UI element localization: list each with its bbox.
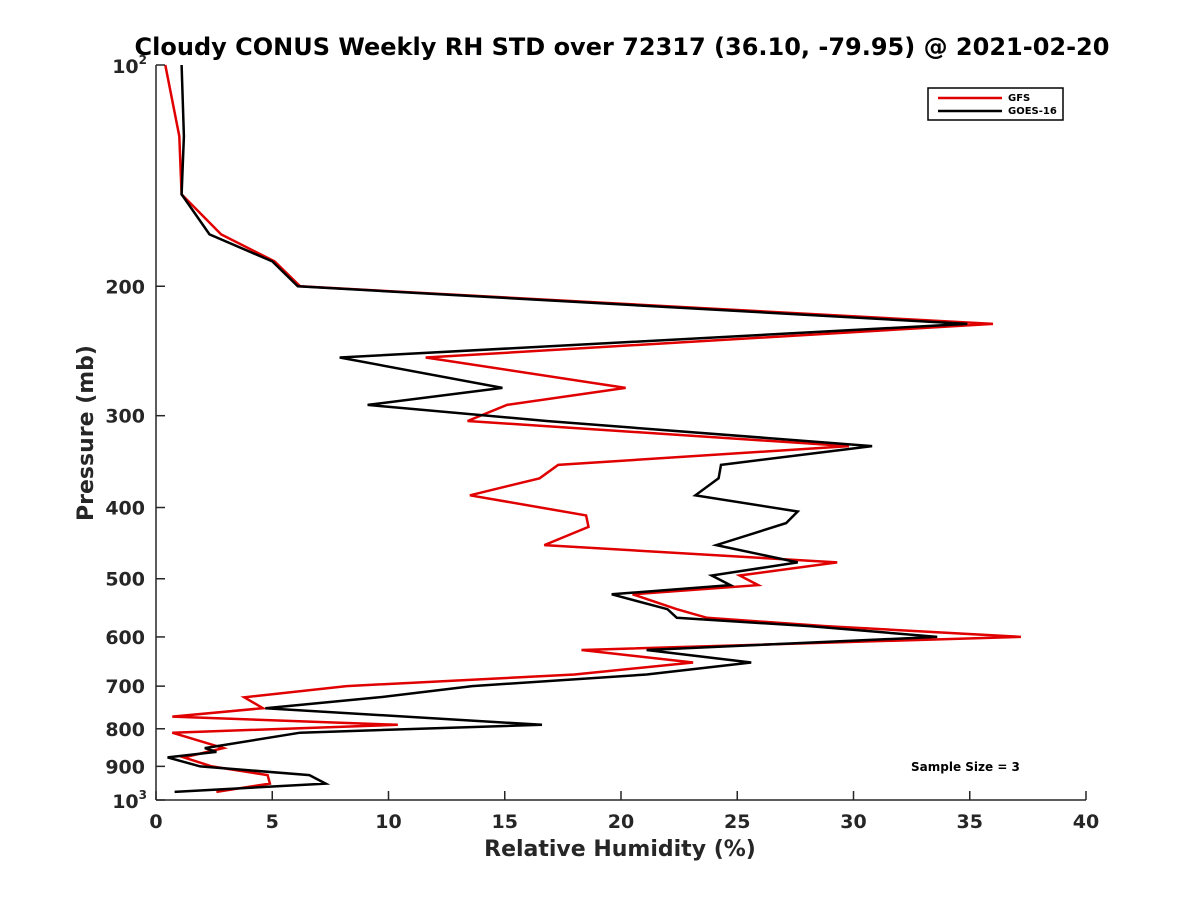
x-tick-label: 40 <box>1073 811 1099 833</box>
y-tick-label: 200 <box>105 276 145 298</box>
x-tick-label: 35 <box>957 811 983 833</box>
x-tick-label: 5 <box>266 811 279 833</box>
y-tick-label: 103 <box>112 788 147 813</box>
plot-area: 0 5 10 15 20 25 30 35 40 102 200 300 400 500 600 700 800… <box>105 53 1099 833</box>
y-tick-label: 102 <box>112 53 147 78</box>
x-tick-label: 10 <box>375 811 401 833</box>
y-tick-label: 500 <box>105 569 145 591</box>
y-axis-label: Pressure (mb) <box>74 345 99 521</box>
legend-box <box>927 87 1064 121</box>
x-axis-label: Relative Humidity (%) <box>484 837 756 862</box>
y-tick-label: 600 <box>105 627 145 649</box>
x-tick-label: 25 <box>724 811 750 833</box>
x-tick-label: 20 <box>608 811 634 833</box>
x-tick-label: 15 <box>492 811 518 833</box>
y-tick-label: 300 <box>105 406 145 428</box>
y-tick-label: 800 <box>105 719 145 741</box>
y-tick-label: 400 <box>105 498 145 520</box>
sample-size-annotation: Sample Size = 3 <box>911 760 1020 774</box>
chart-title: Cloudy CONUS Weekly RH STD over 72317 (3… <box>135 33 1110 61</box>
x-tick-label: 0 <box>149 811 162 833</box>
legend-label-gfs: GFS <box>1008 93 1030 104</box>
legend: GFS GOES-16 <box>927 87 1064 121</box>
y-tick-label: 700 <box>105 676 145 698</box>
y-tick-label: 900 <box>105 756 145 778</box>
series-line-goes16 <box>167 64 968 794</box>
legend-label-goes16: GOES-16 <box>1008 106 1057 117</box>
x-tick-label: 30 <box>840 811 866 833</box>
series-line-gfs <box>164 64 1021 794</box>
